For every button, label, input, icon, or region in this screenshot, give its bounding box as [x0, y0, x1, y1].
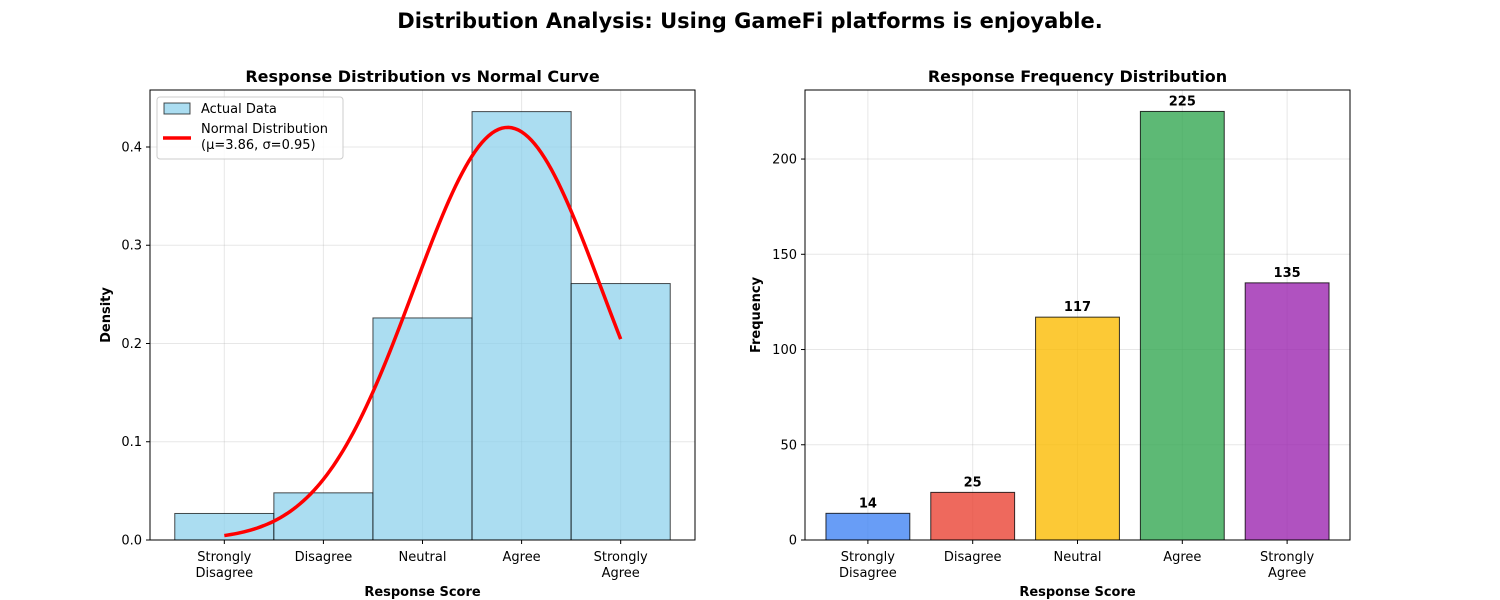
x-tick-label: Agree: [1163, 550, 1201, 565]
legend-label-normal-distribution: Normal Distribution (μ=3.86, σ=0.95): [201, 122, 328, 153]
histogram-bar-disagree: [273, 492, 374, 541]
density-chart: Response Distribution vs Normal Curve 0.…: [99, 67, 696, 600]
x-tick-label: Neutral: [399, 550, 447, 565]
frequency-x-ticks: Strongly Disagree Disagree Neutral Agree Stro…: [839, 540, 1314, 581]
x-tick-label: Strongly Disagree: [839, 550, 897, 581]
x-tick-label: Strongly Agree: [594, 550, 648, 581]
y-tick-label: 0.4: [121, 140, 142, 155]
figure-title: Distribution Analysis: Using GameFi plat…: [397, 9, 1102, 33]
y-tick-label: 50: [780, 438, 797, 453]
y-tick-label: 150: [772, 248, 797, 263]
x-tick-label: Disagree: [944, 550, 1002, 565]
frequency-y-ticks: 0 50 100 150 200: [772, 153, 805, 549]
x-tick-label: Strongly Agree: [1260, 550, 1314, 581]
legend-frame: [156, 96, 344, 160]
y-tick-label: 200: [772, 153, 797, 168]
y-tick-label: 0.0: [121, 534, 142, 549]
data-label-neutral: 117: [1064, 300, 1091, 315]
normal-distribution-curve: [224, 125, 623, 538]
frequency-bar-neutral: [1035, 316, 1120, 541]
data-label-agree: 225: [1169, 94, 1196, 109]
normal-curve-group: [224, 125, 623, 538]
histogram-bar-agree: [471, 111, 572, 541]
frequency-bar-strongly-disagree: [825, 512, 911, 541]
frequency-chart: Response Frequency Distribution 14 25 117 2…: [749, 67, 1351, 600]
histogram-bar-strongly-agree: [570, 283, 671, 541]
y-tick-label: 0.2: [121, 337, 142, 352]
density-legend: Actual Data Normal Distribution (μ=3.86, …: [156, 96, 344, 160]
frequency-bar-disagree: [930, 491, 1016, 541]
frequency-bars: [825, 110, 1330, 541]
frequency-data-labels: 14 25 117 225 135: [859, 94, 1301, 511]
density-x-axis-label: Response Score: [364, 585, 481, 600]
density-chart-title: Response Distribution vs Normal Curve: [245, 67, 599, 86]
legend-label-actual-data: Actual Data: [201, 102, 277, 117]
frequency-bar-agree: [1139, 110, 1225, 541]
frequency-x-axis-label: Response Score: [1019, 585, 1136, 600]
y-tick-label: 0.1: [121, 435, 142, 450]
x-tick-label: Neutral: [1054, 550, 1102, 565]
density-x-ticks: Strongly Disagree Disagree Neutral Agree Stro…: [195, 540, 648, 581]
y-tick-label: 0: [789, 534, 797, 549]
density-y-axis-label: Density: [99, 287, 114, 343]
frequency-bar-strongly-agree: [1244, 282, 1330, 541]
frequency-chart-title: Response Frequency Distribution: [928, 67, 1227, 86]
data-label-disagree: 25: [964, 475, 982, 490]
y-tick-label: 100: [772, 343, 797, 358]
x-tick-label: Strongly Disagree: [195, 550, 253, 581]
x-tick-label: Agree: [502, 550, 540, 565]
legend-swatch-actual-data: [163, 102, 191, 115]
frequency-y-axis-label: Frequency: [749, 276, 764, 353]
data-label-strongly-agree: 135: [1274, 266, 1301, 281]
x-tick-label: Disagree: [295, 550, 353, 565]
y-tick-label: 0.3: [121, 239, 142, 254]
density-y-ticks: 0.0 0.1 0.2 0.3 0.4: [121, 140, 150, 549]
data-label-strongly-disagree: 14: [859, 496, 877, 511]
histogram-bar-neutral: [372, 317, 473, 541]
